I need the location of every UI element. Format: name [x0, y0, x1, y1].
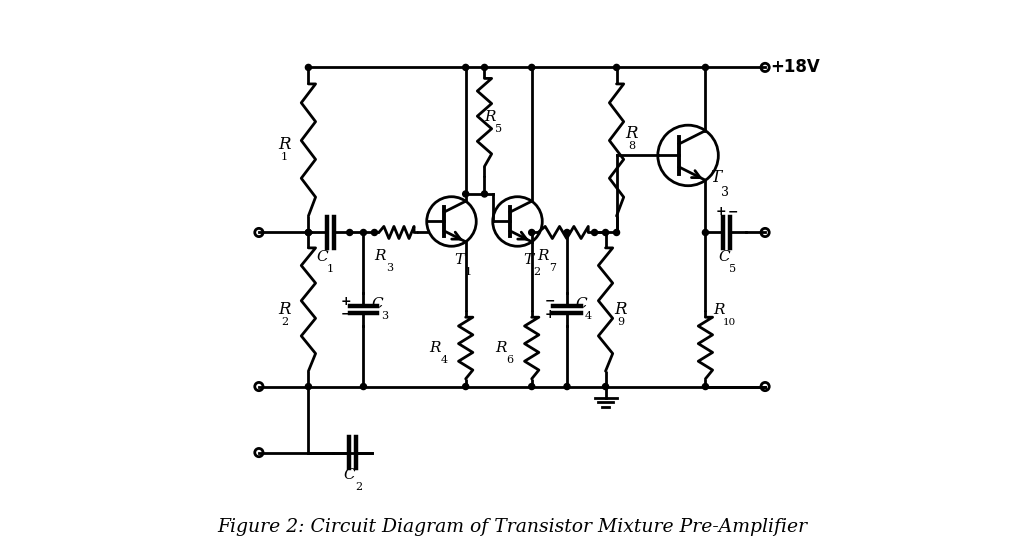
Circle shape: [305, 229, 311, 236]
Circle shape: [602, 229, 608, 236]
Text: +: +: [545, 308, 555, 321]
Circle shape: [613, 229, 620, 236]
Text: R: R: [625, 125, 637, 142]
Text: 3: 3: [386, 263, 393, 273]
Text: T: T: [523, 253, 534, 267]
Text: C: C: [372, 297, 383, 311]
Circle shape: [564, 229, 570, 236]
Text: R: R: [430, 341, 441, 355]
Text: 6: 6: [507, 355, 514, 365]
Text: Figure 2: Circuit Diagram of Transistor Mixture Pre-Amplifier: Figure 2: Circuit Diagram of Transistor …: [217, 518, 807, 536]
Text: 1: 1: [327, 264, 334, 274]
Text: T: T: [455, 253, 465, 267]
Text: C: C: [575, 297, 587, 311]
Text: R: R: [496, 341, 507, 355]
Circle shape: [360, 384, 367, 389]
Text: 10: 10: [723, 318, 735, 327]
Text: 7: 7: [549, 263, 556, 273]
Circle shape: [463, 384, 469, 389]
Circle shape: [463, 64, 469, 70]
Circle shape: [702, 384, 709, 389]
Text: 2: 2: [534, 267, 541, 277]
Circle shape: [347, 229, 352, 236]
Text: +18V: +18V: [771, 59, 820, 76]
Text: R: R: [714, 302, 725, 316]
Text: 2: 2: [355, 482, 362, 492]
Text: −: −: [341, 308, 351, 321]
Text: 9: 9: [616, 317, 624, 327]
Circle shape: [592, 229, 598, 236]
Text: R: R: [374, 249, 386, 263]
Circle shape: [360, 229, 367, 236]
Circle shape: [305, 229, 311, 236]
Text: R: R: [537, 249, 549, 263]
Text: C: C: [718, 251, 730, 264]
Text: 4: 4: [440, 355, 447, 365]
Text: 1: 1: [282, 153, 288, 163]
Circle shape: [481, 64, 487, 70]
Text: 1: 1: [465, 267, 472, 277]
Circle shape: [528, 229, 535, 236]
Circle shape: [481, 191, 487, 197]
Circle shape: [702, 229, 709, 236]
Text: 4: 4: [585, 311, 592, 321]
Text: R: R: [279, 136, 291, 153]
Text: R: R: [279, 301, 291, 318]
Text: 5: 5: [729, 264, 736, 274]
Circle shape: [305, 64, 311, 70]
Text: R: R: [613, 301, 627, 318]
Text: 3: 3: [722, 186, 729, 199]
Circle shape: [305, 384, 311, 389]
Circle shape: [602, 384, 608, 389]
Circle shape: [564, 384, 570, 389]
Text: +: +: [341, 295, 351, 307]
Text: C: C: [316, 251, 328, 264]
Text: T: T: [710, 169, 721, 186]
Text: R: R: [484, 110, 496, 124]
Text: C: C: [344, 468, 355, 482]
Circle shape: [463, 191, 469, 197]
Circle shape: [528, 64, 535, 70]
Text: 2: 2: [282, 317, 288, 327]
Text: 3: 3: [381, 311, 388, 321]
Text: −: −: [545, 295, 555, 307]
Text: 5: 5: [496, 123, 503, 133]
Text: −: −: [727, 205, 738, 218]
Text: +: +: [715, 205, 726, 218]
Circle shape: [613, 64, 620, 70]
Text: 8: 8: [628, 142, 635, 152]
Circle shape: [702, 64, 709, 70]
Circle shape: [528, 384, 535, 389]
Circle shape: [372, 229, 378, 236]
